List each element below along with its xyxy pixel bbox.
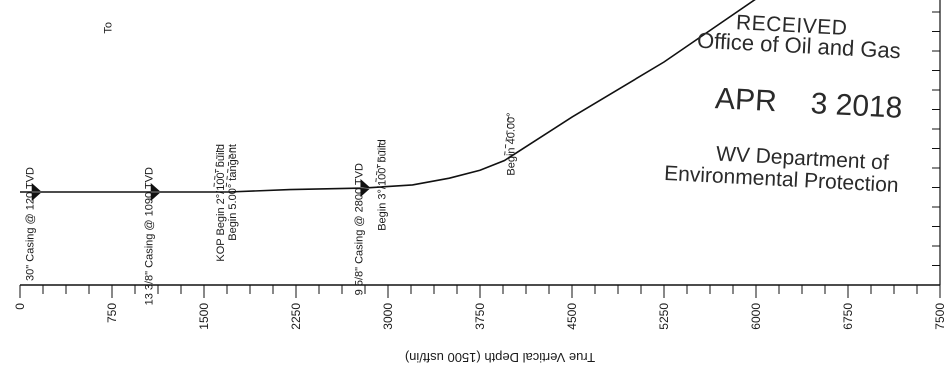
casing-shoe-icon bbox=[360, 179, 370, 198]
x-tick-label: 6000 bbox=[749, 303, 763, 330]
annotations: 30" Casing @ 120 TVD 13 3/8" Casing @ 109… bbox=[25, 112, 518, 305]
x-tick-label: 1500 bbox=[197, 303, 211, 330]
casing-markers bbox=[31, 179, 370, 201]
x-tick-label: 7500 bbox=[933, 303, 947, 330]
x-tick-label: 4500 bbox=[565, 303, 579, 330]
cut-off-label: To bbox=[103, 22, 115, 34]
casing-shoe-icon bbox=[150, 183, 160, 201]
x-tick-label: 2250 bbox=[289, 303, 303, 330]
x-tick-label: 0 bbox=[13, 303, 27, 310]
event-label: Begin 40.00° bbox=[506, 112, 518, 175]
x-tick-label: 6750 bbox=[841, 303, 855, 330]
x-tick-label: 3750 bbox=[473, 303, 487, 330]
stamp-month: APR bbox=[714, 82, 778, 119]
x-tick-label: 5250 bbox=[657, 303, 671, 330]
x-axis-title: True Vertical Depth (1500 usft/in) bbox=[404, 350, 596, 365]
event-label: KOP Begin 2°/100' build bbox=[215, 144, 227, 262]
casing-label: 9 5/8" Casing @ 2800 TVD bbox=[353, 163, 365, 295]
stamp-day-year: 3 2018 bbox=[809, 87, 904, 125]
x-tick-label: 3000 bbox=[381, 303, 395, 330]
x-axis-ticks: 0 750 1500 2250 3000 3750 4500 5250 6000 6750 7500 bbox=[13, 285, 947, 330]
casing-label: 13 3/8" Casing @ 1090 TVD bbox=[144, 167, 156, 305]
event-label: Begin 3°/100' build bbox=[377, 139, 389, 231]
wellbore-trajectory-line bbox=[20, 0, 756, 193]
x-tick-label: 750 bbox=[105, 303, 119, 323]
casing-shoe-icon bbox=[31, 183, 41, 201]
casing-label: 30" Casing @ 120 TVD bbox=[25, 167, 37, 281]
